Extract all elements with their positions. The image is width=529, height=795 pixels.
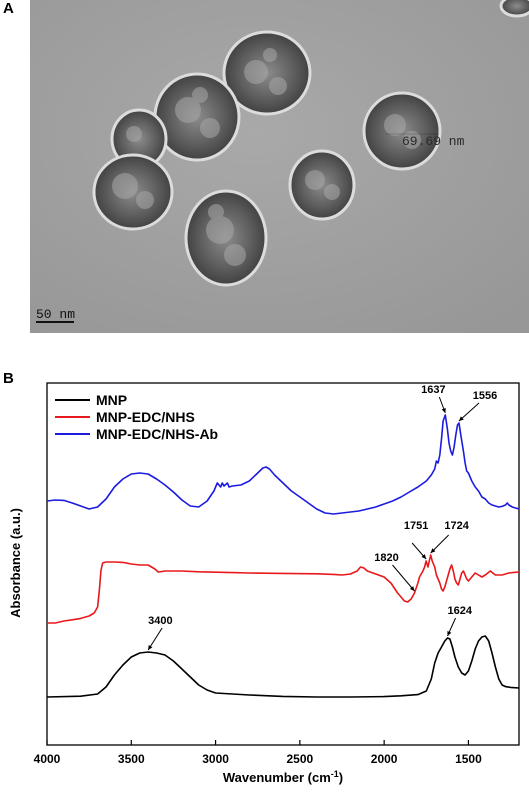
peak-annotations: 3400 1624 1820 1751 1724 1637 1556 [147, 384, 497, 651]
panel-a-label: A [3, 0, 14, 17]
x-tick-label: 3500 [118, 752, 145, 766]
annotation-arrowhead [421, 554, 427, 559]
nanoparticle-edge [499, 0, 529, 18]
annotation-arrowhead [430, 548, 436, 553]
scale-bar-label: 50 nm [36, 307, 75, 322]
legend-label: MNP-EDC/NHS-Ab [96, 426, 218, 442]
plot-frame [46, 382, 520, 746]
series-line-0 [46, 635, 520, 698]
series-line-1 [47, 554, 520, 624]
annotation-label: 3400 [148, 615, 172, 627]
legend-label: MNP [96, 392, 127, 408]
panel-b-label: B [3, 370, 14, 387]
x-tick-label: 1500 [455, 752, 482, 766]
annotation-arrowhead [441, 408, 446, 413]
annotation-label: 1624 [448, 605, 473, 617]
series-lines [46, 414, 520, 698]
annotation-arrowhead [447, 631, 452, 636]
annotation-arrowhead [148, 645, 153, 650]
x-tick-label: 3000 [202, 752, 229, 766]
annotation-label: 1556 [473, 390, 497, 402]
annotation-arrow [392, 564, 415, 592]
annotation-arrowhead [458, 416, 464, 421]
x-axis-title: Wavenumber (cm-1) [223, 769, 343, 785]
annotation-arrowhead [409, 586, 415, 591]
x-axis-ticks: 4000 3500 3000 2500 2000 1500 [34, 740, 482, 766]
annotation-label: 1820 [374, 552, 398, 564]
x-tick-label: 2000 [371, 752, 398, 766]
series-line-2 [46, 414, 520, 515]
y-axis-title: Absorbance (a.u.) [8, 508, 23, 618]
annotation-label: 1724 [444, 520, 469, 532]
x-tick-label: 4000 [34, 752, 61, 766]
x-tick-label: 2500 [287, 752, 314, 766]
annotation-label: 1637 [421, 384, 445, 396]
tem-micrograph: 69.69 nm 50 nm [30, 0, 529, 333]
measure-label: 69.69 nm [402, 134, 465, 149]
particle-texture [112, 48, 421, 266]
annotation-label: 1751 [404, 520, 428, 532]
legend-label: MNP-EDC/NHS [96, 409, 195, 425]
